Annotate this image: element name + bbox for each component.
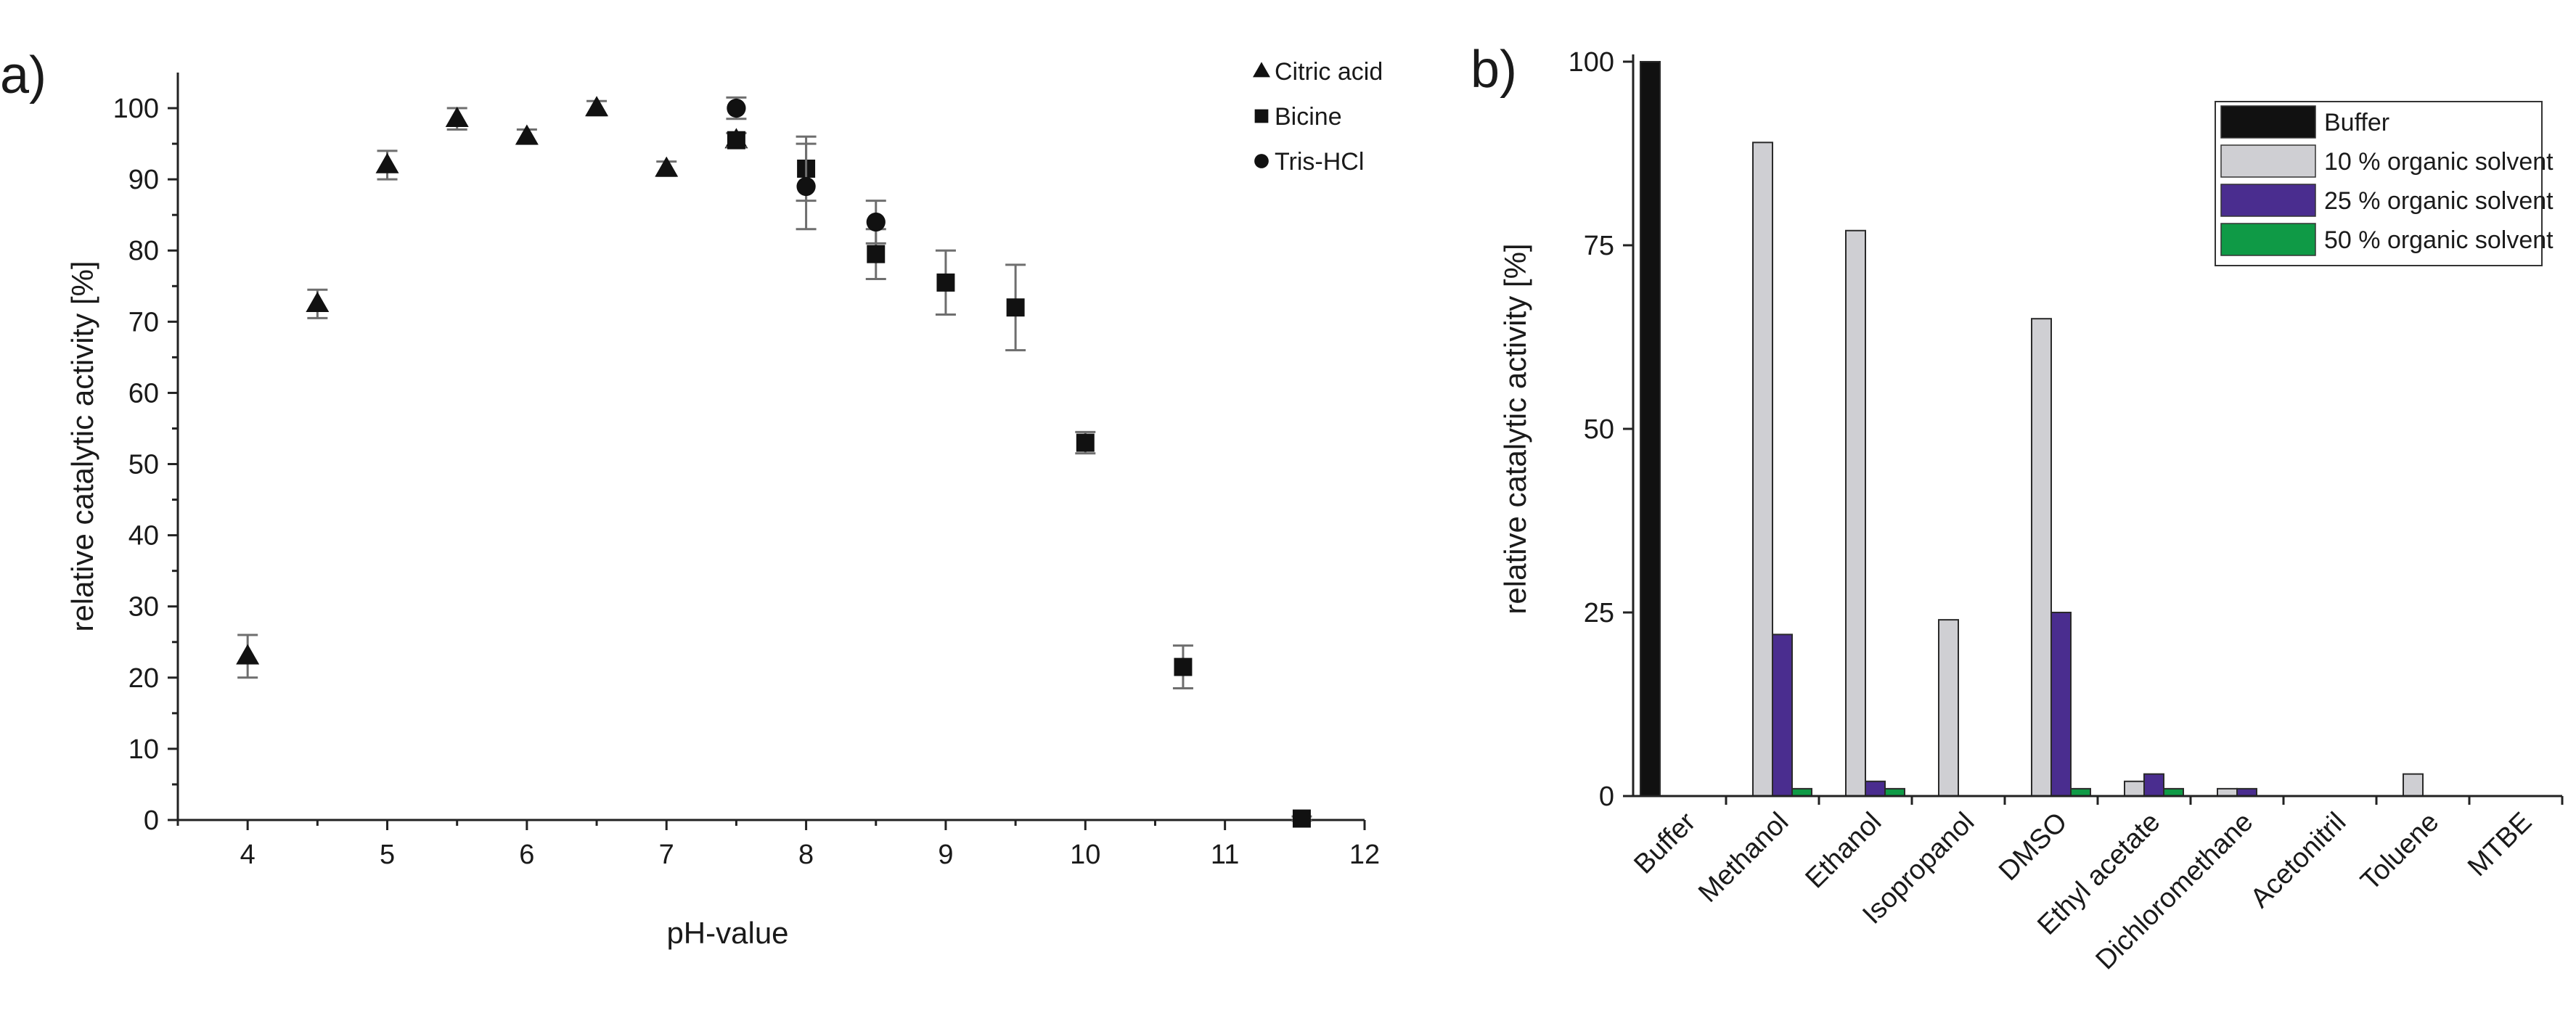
x-tick-label: 12 (1349, 840, 1380, 870)
bar (2403, 773, 2424, 797)
legend-marker-square (1254, 109, 1269, 123)
series-bicine (726, 131, 1312, 828)
bar (1884, 787, 1905, 797)
bar (2031, 318, 2052, 797)
bar (2050, 612, 2072, 797)
chart-panel-a: a) 0 10 20 30 40 50 60 70 80 90 100 4 5 6 7 8 9 10 11 12 pH-… (0, 46, 1383, 950)
y-axis-label: relative catalytic activity [%] (65, 261, 99, 631)
y-tick-label: 40 (128, 521, 159, 551)
data-point-circle (866, 212, 886, 232)
category-label: Methanol (1693, 807, 1794, 909)
x-axis-label: pH-value (666, 916, 788, 950)
data-point-square (867, 245, 886, 263)
category-label: Dichloromethane (2090, 807, 2260, 976)
category-label: DMSO (1993, 807, 2073, 887)
category-label: Ethanol (1800, 807, 1888, 895)
y-tick-label: 20 (128, 663, 159, 694)
y-tick-label: 100 (1569, 47, 1614, 78)
data-point-triangle (655, 156, 679, 177)
category-label: Buffer (1628, 806, 1701, 879)
legend-swatch (2220, 223, 2316, 256)
y-tick-label: 90 (128, 165, 159, 195)
data-point-triangle (515, 124, 539, 145)
scatter-chart-svg: a) 0 10 20 30 40 50 60 70 80 90 100 4 5 6 7 8 9 10 11 12 pH-… (0, 46, 1383, 950)
bar (1640, 61, 1661, 797)
bar (2217, 787, 2238, 797)
series-tris-hcl (726, 96, 886, 245)
bar (2163, 787, 2184, 797)
y-tick-label: 100 (113, 94, 159, 124)
y-tick-label: 30 (128, 592, 159, 623)
x-tick-label: 7 (659, 840, 674, 870)
legend-swatch (2220, 105, 2316, 139)
legend-label: 25 % organic solvent (2324, 187, 2553, 215)
data-point-square (1292, 809, 1311, 828)
x-tick-label: 10 (1070, 840, 1100, 870)
legend-label: 10 % organic solvent (2324, 148, 2553, 176)
series-citric-acid (236, 96, 748, 679)
legend-swatch (2220, 144, 2316, 178)
panel-label-a: a) (0, 46, 46, 104)
y-tick-label: 50 (128, 450, 159, 480)
bar (2124, 780, 2145, 797)
data-point-triangle (585, 96, 609, 117)
data-point-square (1076, 433, 1095, 452)
data-point-square (936, 273, 955, 292)
legend-label: 50 % organic solvent (2324, 226, 2553, 254)
bar-series-0 (1640, 61, 1661, 797)
bar (1791, 787, 1812, 797)
bar (1845, 229, 1866, 797)
data-point-square (727, 131, 745, 149)
legend-label: Bicine (1275, 103, 1342, 131)
bar (2143, 773, 2164, 797)
legend-marker-triangle (1253, 62, 1270, 78)
x-tick-label: 5 (380, 840, 395, 870)
data-point-square (1174, 657, 1193, 676)
category-label: Toluene (2355, 807, 2445, 897)
data-point-triangle (236, 644, 260, 665)
data-point-triangle (445, 106, 469, 127)
bar (2070, 787, 2091, 797)
bar (2236, 787, 2257, 797)
bar (1772, 633, 1793, 797)
bar (1865, 780, 1886, 797)
data-point-square (1006, 298, 1025, 317)
bar (1938, 619, 1959, 797)
y-tick-label: 25 (1584, 598, 1614, 628)
y-axis-label: relative catalytic activity [%] (1498, 243, 1532, 614)
data-point-circle (796, 176, 816, 197)
x-tick-label: 11 (1211, 840, 1239, 870)
x-tick-label: 4 (240, 840, 255, 870)
legend-label: Tris-HCl (1275, 148, 1364, 176)
y-tick-label: 10 (128, 734, 159, 765)
y-tick-label: 70 (128, 307, 159, 337)
x-tick-label: 9 (938, 840, 953, 870)
legend-swatch (2220, 184, 2316, 217)
y-tick-label: 0 (144, 805, 159, 836)
category-label: Acetonitril (2245, 807, 2352, 914)
data-point-circle (727, 98, 746, 118)
x-tick-label: 8 (798, 840, 814, 870)
y-tick-label: 80 (128, 236, 159, 266)
category-label: MTBE (2462, 807, 2538, 882)
x-tick-label: 6 (519, 840, 534, 870)
chart-panel-b: b) 0 25 50 75 100 Buffer Methanol Ethanol Isopro… (1444, 0, 2576, 1021)
data-point-triangle (375, 152, 399, 173)
legend-label: Buffer (2324, 109, 2389, 136)
y-tick-label: 75 (1584, 231, 1614, 261)
y-tick-label: 0 (1599, 782, 1614, 812)
y-tick-label: 50 (1584, 414, 1614, 445)
bar (1752, 142, 1773, 797)
panel-label-b: b) (1471, 41, 1517, 99)
legend-label: Citric acid (1275, 58, 1383, 86)
legend-marker-circle (1254, 154, 1269, 168)
y-tick-label: 60 (128, 378, 159, 409)
data-point-triangle (306, 292, 330, 313)
